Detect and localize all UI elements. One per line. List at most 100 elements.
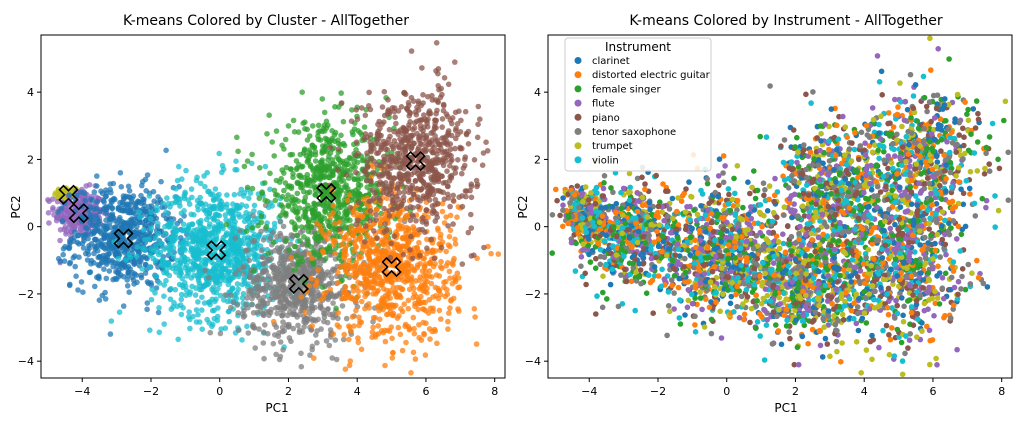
cluster-point xyxy=(432,284,439,291)
cluster-point xyxy=(468,225,475,231)
cluster-point xyxy=(364,249,370,256)
cluster-point xyxy=(176,281,183,288)
cluster-point xyxy=(422,352,429,358)
cluster-point xyxy=(406,141,412,147)
cluster-point xyxy=(375,135,382,142)
cluster-point xyxy=(420,92,426,98)
cluster-point xyxy=(361,239,368,245)
cluster-point xyxy=(443,248,449,255)
cluster-point xyxy=(430,249,436,256)
cluster-point xyxy=(214,313,221,320)
cluster-point xyxy=(386,108,393,115)
cluster-point xyxy=(408,132,414,139)
cluster-point xyxy=(287,152,294,158)
x-tick-label: 6 xyxy=(422,385,429,398)
cluster-point xyxy=(433,177,440,183)
cluster-point xyxy=(370,324,376,331)
cluster-point xyxy=(373,257,379,263)
cluster-point xyxy=(350,272,356,278)
cluster-point xyxy=(434,340,440,347)
cluster-point xyxy=(343,315,350,322)
cluster-point xyxy=(368,155,374,162)
cluster-point xyxy=(188,211,194,218)
cluster-point xyxy=(405,297,412,304)
cluster-point xyxy=(101,266,107,273)
cluster-point xyxy=(389,335,395,342)
cluster-point xyxy=(312,192,318,198)
cluster-point xyxy=(459,170,465,177)
cluster-point xyxy=(322,255,329,262)
cluster-point xyxy=(158,178,164,185)
cluster-point xyxy=(212,237,219,244)
cluster-point xyxy=(450,221,456,227)
cluster-point xyxy=(375,323,382,329)
cluster-point xyxy=(413,111,420,118)
cluster-point xyxy=(49,196,56,202)
cluster-point xyxy=(322,128,328,134)
cluster-point xyxy=(89,228,96,235)
cluster-point xyxy=(397,165,404,171)
cluster-point xyxy=(317,223,323,229)
cluster-point xyxy=(58,205,65,211)
cluster-point xyxy=(155,230,162,237)
cluster-point xyxy=(240,263,247,270)
x-tick-label: −2 xyxy=(143,385,159,398)
cluster-point xyxy=(468,183,475,190)
cluster-point xyxy=(256,195,263,202)
cluster-point xyxy=(211,265,217,272)
instrument-point xyxy=(560,207,566,213)
cluster-point xyxy=(370,169,377,176)
cluster-point xyxy=(298,350,304,357)
cluster-point xyxy=(300,120,307,126)
cluster-point xyxy=(372,280,379,287)
cluster-point xyxy=(353,244,359,250)
cluster-point xyxy=(246,274,253,280)
cluster-point xyxy=(382,362,388,369)
cluster-point xyxy=(353,139,360,145)
cluster-point xyxy=(410,255,416,261)
cluster-point xyxy=(394,204,401,210)
cluster-point xyxy=(310,179,317,185)
cluster-point xyxy=(397,294,404,301)
cluster-point xyxy=(398,104,405,110)
cluster-point xyxy=(378,328,385,334)
cluster-point xyxy=(249,151,255,158)
cluster-point xyxy=(232,261,238,268)
cluster-point xyxy=(106,268,113,274)
cluster-point xyxy=(233,158,239,164)
cluster-point xyxy=(144,279,151,285)
cluster-point xyxy=(282,136,289,143)
cluster-point xyxy=(76,254,82,260)
cluster-point xyxy=(142,270,149,277)
cluster-point xyxy=(142,261,149,268)
cluster-point xyxy=(474,183,480,190)
cluster-point xyxy=(46,220,52,226)
cluster-point xyxy=(329,157,336,163)
cluster-point xyxy=(367,208,374,214)
cluster-point xyxy=(124,283,131,289)
cluster-point xyxy=(371,228,377,234)
cluster-point xyxy=(125,183,132,190)
cluster-point xyxy=(162,259,169,266)
cluster-point xyxy=(114,269,121,276)
cluster-point xyxy=(402,262,409,269)
cluster-point xyxy=(445,195,452,201)
cluster-point xyxy=(288,254,295,261)
cluster-point xyxy=(408,233,414,240)
cluster-point xyxy=(129,229,136,235)
cluster-point xyxy=(155,220,161,227)
cluster-point xyxy=(57,227,64,233)
cluster-point xyxy=(142,208,149,215)
cluster-point xyxy=(237,260,244,266)
y-tick-label: −4 xyxy=(18,355,34,368)
cluster-point xyxy=(178,291,185,298)
cluster-point xyxy=(429,92,435,99)
cluster-point xyxy=(285,324,292,330)
cluster-point xyxy=(65,244,71,251)
cluster-point xyxy=(433,117,440,124)
cluster-point xyxy=(462,188,469,194)
cluster-point xyxy=(133,203,139,210)
cluster-point xyxy=(439,135,446,141)
cluster-point xyxy=(241,307,247,314)
cluster-point xyxy=(339,303,346,309)
